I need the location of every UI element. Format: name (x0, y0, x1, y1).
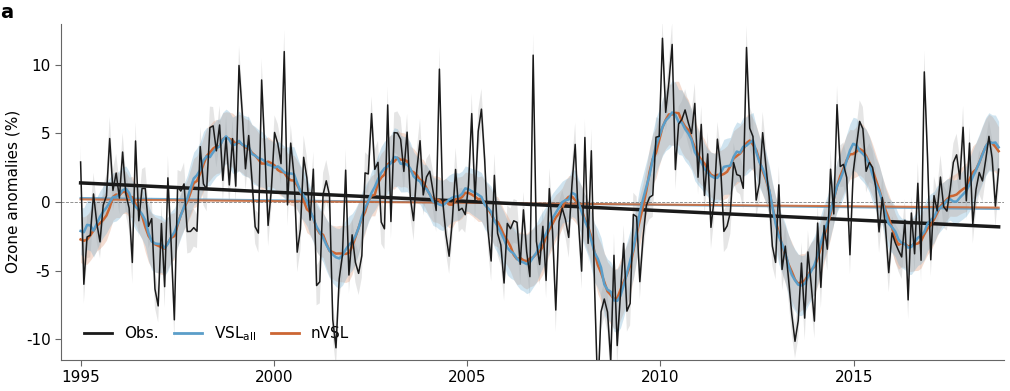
Y-axis label: Ozone anomalies (%): Ozone anomalies (%) (6, 110, 20, 273)
Text: a: a (0, 4, 13, 22)
Legend: Obs., VSL$_{\mathregular{all}}$, nVSL: Obs., VSL$_{\mathregular{all}}$, nVSL (79, 318, 356, 349)
